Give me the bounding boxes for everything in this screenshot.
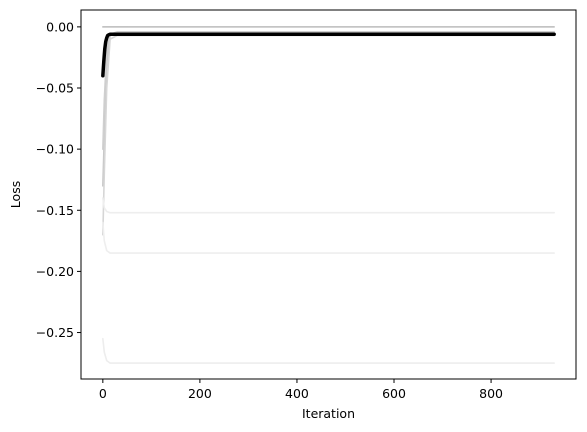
y-axis-label: Loss [8,181,23,208]
series-line-3 [102,34,555,236]
series-layer [101,26,556,364]
axes-layer: 0 200 400 600 800 0.00 −0.05 −0.10 −0.15 −0.20 −0.… [36,9,577,401]
x-tick-label: 400 [285,386,309,401]
y-tick-label: −0.25 [36,325,74,340]
series-line-4 [102,197,555,214]
y-tick-label: −0.15 [36,203,74,218]
x-axis-label: Iteration [302,406,355,421]
series-line-5 [102,221,555,254]
x-tick-label: 200 [188,386,212,401]
series-line-1 [102,32,555,187]
x-tick-label: 800 [479,386,503,401]
y-tick-label: −0.20 [36,264,74,279]
series-line-6 [102,337,555,364]
x-tick-label: 0 [99,386,107,401]
series-line-7 [101,32,556,78]
plot-frame [80,9,577,380]
y-tick-label: −0.10 [36,142,74,157]
y-tick-label: −0.05 [36,81,74,96]
series-line-2 [102,30,555,150]
y-tick-label: 0.00 [46,19,74,34]
x-tick-label: 600 [382,386,406,401]
